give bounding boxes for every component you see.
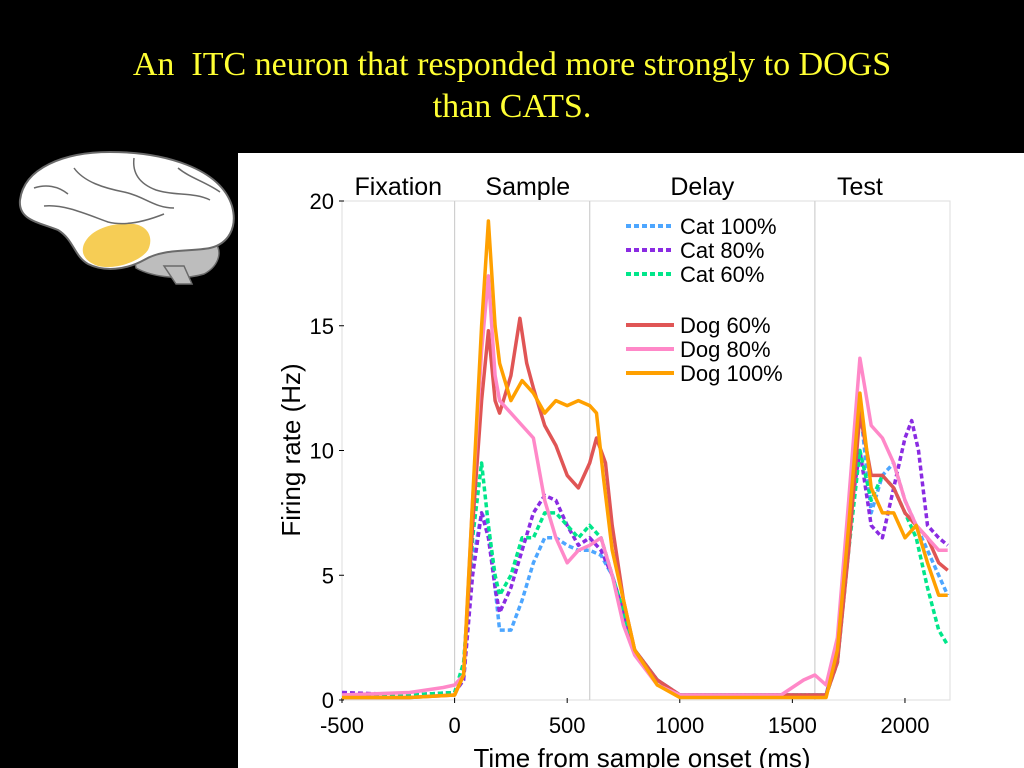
x-tick-label: 1000 [655, 713, 704, 738]
y-tick-label: 20 [310, 189, 334, 214]
chart-panel: Fixation Sample Delay Test 0 5 10 15 20 -500 0 50… [238, 153, 1024, 768]
slide-title: An ITC neuron that responded more strong… [0, 44, 1024, 128]
brain-itc-region [82, 223, 151, 268]
legend-label: Cat 100% [680, 214, 777, 239]
epoch-label: Delay [670, 173, 734, 201]
brain-cortex [18, 150, 235, 270]
brain-sulcus [33, 185, 69, 195]
y-tick-label: 10 [310, 439, 334, 464]
series-line-dog-100 [342, 219, 948, 700]
series-line-cat-60 [341, 448, 950, 700]
x-tick-label: -500 [320, 713, 364, 738]
epoch-label: Sample [485, 173, 570, 201]
y-axis-label: Firing rate (Hz) [276, 363, 306, 536]
slide-title-line-2: than CATS. [432, 88, 592, 125]
brain-sulcus [177, 167, 221, 193]
y-tick-label: 15 [310, 314, 334, 339]
x-tick-label: 1500 [768, 713, 817, 738]
epoch-label: Test [837, 173, 883, 201]
x-axis-label: Time from sample onset (ms) [473, 743, 810, 768]
slide-title-line-1: An ITC neuron that responded more strong… [132, 46, 892, 83]
brain-sulcus [132, 157, 211, 201]
series-line-dog-60 [342, 316, 949, 700]
series-line-dog-80 [341, 274, 948, 697]
x-tick-label: 2000 [880, 713, 929, 738]
x-tick-label: 0 [448, 713, 460, 738]
brain-stem [162, 265, 194, 285]
legend-label: Dog 60% [680, 313, 771, 338]
legend-label: Cat 60% [680, 262, 764, 287]
legend-label: Cat 80% [680, 238, 764, 263]
legend-label: Dog 100% [680, 361, 783, 386]
brain-sulcus [73, 167, 175, 209]
y-tick-label: 0 [322, 688, 334, 713]
legend-label: Dog 80% [680, 337, 771, 362]
epoch-label: Fixation [355, 173, 443, 201]
brain-sulcus [43, 205, 165, 225]
x-tick-label: 500 [549, 713, 586, 738]
y-tick-label: 5 [322, 563, 334, 588]
brain-illustration [18, 150, 235, 285]
